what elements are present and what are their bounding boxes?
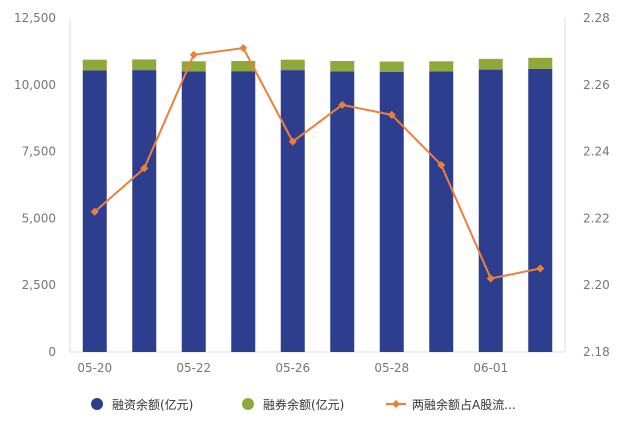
- right-y-tick-label: 2.26: [583, 78, 610, 92]
- bar-securities-lending: [429, 61, 454, 72]
- bar-securities-lending: [231, 61, 256, 72]
- bar-financing: [231, 71, 256, 353]
- bar-securities-lending: [82, 59, 107, 71]
- bar-financing: [132, 70, 157, 352]
- bar-securities-lending: [132, 59, 157, 71]
- bar-securities-lending: [478, 58, 503, 70]
- legend-item-securities-lending[interactable]: 融券余额(亿元): [242, 397, 344, 412]
- ratio-point: [288, 137, 297, 146]
- bar-securities-lending: [181, 61, 206, 72]
- ratio-point: [387, 110, 396, 119]
- legend-label-securities-lending: 融券余额(亿元): [263, 397, 344, 412]
- bars: [82, 57, 553, 353]
- left-y-tick-labels: 0 2,500 5,000 7,500 10,000 12,500: [14, 11, 56, 359]
- legend-marker-ratio-diamond: [392, 400, 400, 408]
- legend-marker-securities-lending: [242, 398, 254, 410]
- right-y-tick-label: 2.28: [583, 11, 610, 25]
- x-tick-label: 05-20: [77, 361, 112, 375]
- line-series: [90, 44, 545, 283]
- ratio-point: [486, 274, 495, 283]
- left-y-tick-label: 10,000: [14, 78, 56, 92]
- ratio-point: [189, 50, 198, 59]
- right-y-tick-label: 2.24: [583, 145, 610, 159]
- ratio-point: [338, 100, 347, 109]
- x-tick-labels: 05-20 05-22 05-26 05-28 06-01: [77, 361, 508, 375]
- left-y-tick-label: 5,000: [22, 211, 56, 225]
- right-y-tick-labels: 2.18 2.20 2.22 2.24 2.26 2.28: [583, 11, 610, 359]
- left-y-tick-label: 7,500: [22, 145, 56, 159]
- ratio-point: [536, 264, 545, 273]
- legend-item-ratio[interactable]: 两融余额占A股流...: [386, 397, 516, 412]
- x-tick-label: 05-26: [275, 361, 310, 375]
- right-y-tick-label: 2.18: [583, 345, 610, 359]
- bar-financing: [429, 71, 454, 352]
- left-y-tick-label: 2,500: [22, 278, 56, 292]
- bar-securities-lending: [528, 57, 553, 69]
- left-y-tick-label: 0: [48, 345, 56, 359]
- right-y-tick-label: 2.22: [583, 211, 610, 225]
- ratio-point: [90, 207, 99, 216]
- bar-financing: [478, 69, 503, 352]
- legend-label-ratio: 两融余额占A股流...: [412, 397, 516, 412]
- legend-item-financing[interactable]: 融资余额(亿元): [91, 397, 193, 412]
- x-tick-label: 05-28: [374, 361, 409, 375]
- right-y-tick-label: 2.20: [583, 278, 610, 292]
- left-y-tick-label: 12,500: [14, 11, 56, 25]
- bar-securities-lending: [280, 59, 305, 71]
- bar-financing: [280, 70, 305, 352]
- bar-financing: [330, 71, 355, 352]
- ratio-point: [239, 44, 248, 53]
- bar-securities-lending: [379, 61, 404, 72]
- bar-securities-lending: [330, 61, 355, 72]
- legend-label-financing: 融资余额(亿元): [112, 397, 193, 412]
- legend-marker-financing: [91, 398, 103, 410]
- bar-financing: [528, 68, 553, 352]
- bar-financing: [181, 71, 206, 352]
- legend: 融资余额(亿元) 融券余额(亿元) 两融余额占A股流...: [91, 397, 516, 412]
- x-tick-label: 06-01: [473, 361, 508, 375]
- ratio-point: [437, 160, 446, 169]
- ratio-point: [140, 164, 149, 173]
- ratio-line: [94, 46, 541, 280]
- x-tick-label: 05-22: [176, 361, 211, 375]
